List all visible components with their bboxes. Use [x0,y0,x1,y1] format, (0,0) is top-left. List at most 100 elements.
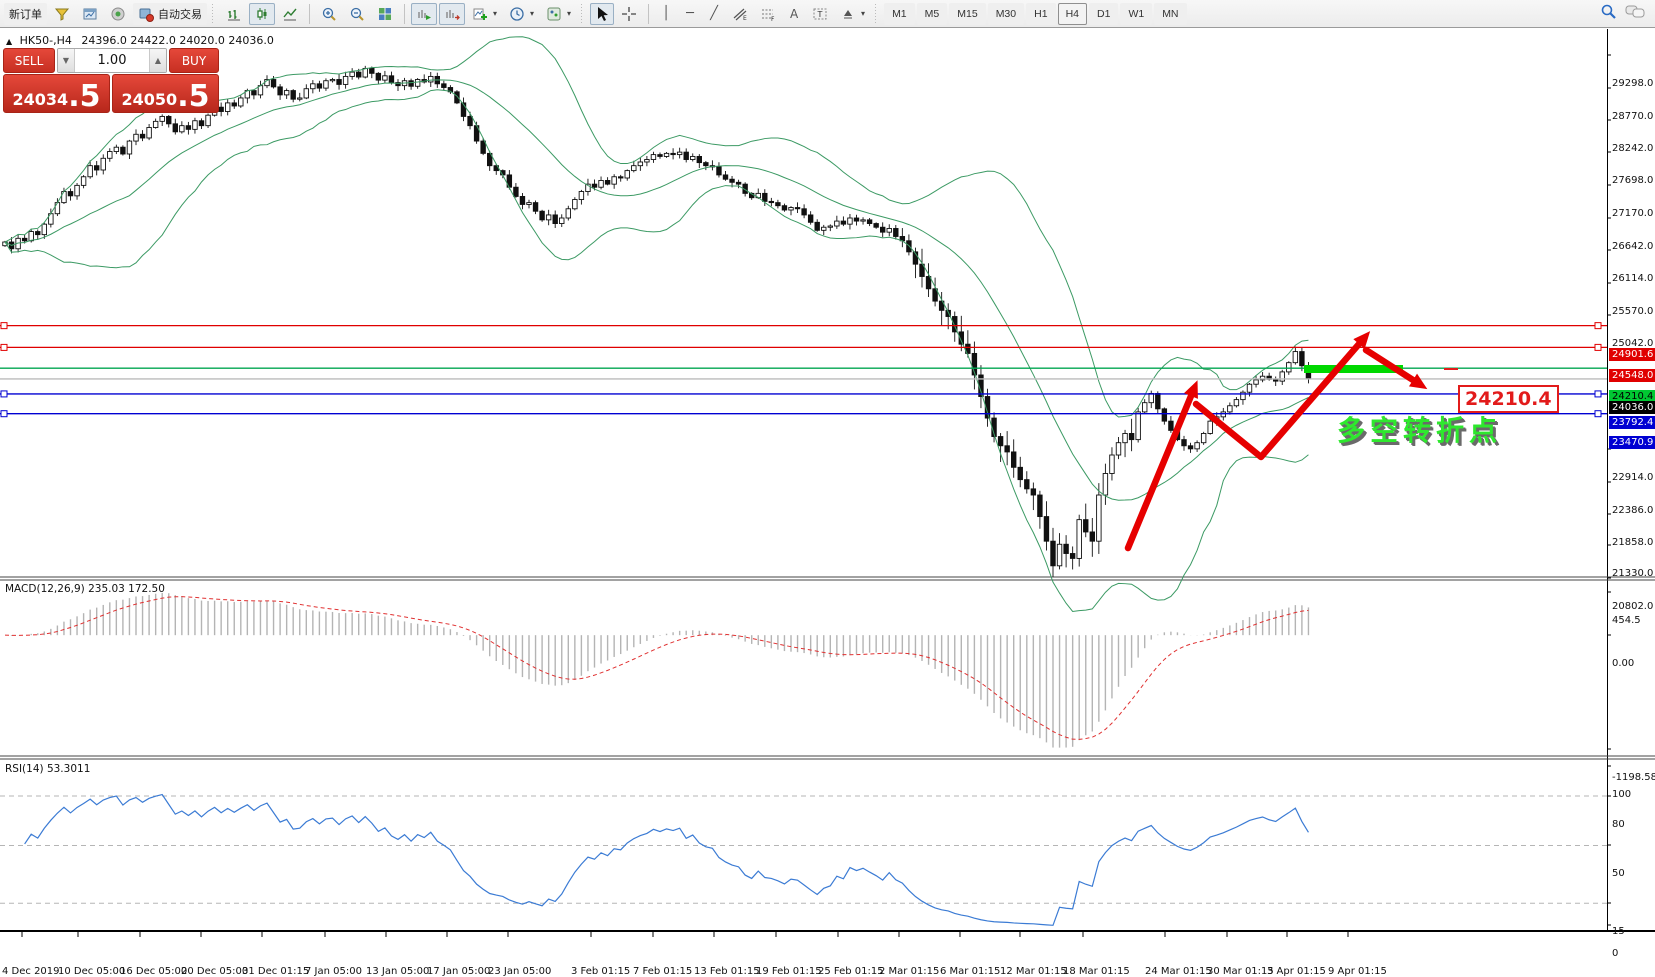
zoom-in-icon[interactable] [316,3,342,25]
indicators-caret-icon: ▾ [493,9,498,18]
trend-arrow-3[interactable] [1362,346,1428,390]
green-support-bar[interactable] [1304,365,1403,373]
indicators-icon[interactable]: ▾ [467,3,502,25]
profile-icon[interactable] [49,3,75,25]
trend-arrow-2[interactable] [1192,331,1371,461]
news-icon[interactable] [105,3,131,25]
toolbar-grip[interactable] [212,3,216,24]
chart-plot-area[interactable] [0,29,1655,950]
price-annotation-box[interactable]: 24210.4 [1458,385,1559,413]
buy-price[interactable]: 24050 .5 [112,74,219,113]
time-tick: 13 Jan 05:00 [366,966,430,977]
line-chart-type-icon[interactable] [277,3,303,25]
timeframe-w1[interactable]: W1 [1120,2,1153,25]
fibonacci-tool-icon[interactable]: F [755,3,781,25]
auto-trading-button[interactable]: 自动交易 [133,2,207,25]
price-tick: 26642.0 [1612,241,1654,252]
rsi-tick: 100 [1612,789,1632,800]
vertical-line-tool-icon[interactable]: │ [662,6,670,21]
crosshair-icon[interactable] [616,3,642,25]
new-order-button[interactable]: 新订单 [4,2,47,25]
time-tick: 6 Mar 01:15 [940,966,1001,977]
macd-label: MACD(12,26,9) 235.03 172.50 [5,583,165,595]
templates-icon[interactable]: ▾ [541,3,576,25]
level-line-23470.9[interactable] [0,410,1607,418]
macd-tick: 0.00 [1612,658,1635,669]
toolbar-grip-3[interactable] [875,3,880,24]
toolbar: 新订单 自动交易 ▾ ▾ [0,0,1655,28]
search-icon[interactable] [1600,3,1617,24]
sell-price[interactable]: 24034 .5 [3,74,110,113]
volume-spinner: ▼ 1.00 ▲ [57,48,167,73]
time-tick: 12 Mar 01:15 [1000,966,1067,977]
rsi-tick: 15 [1612,926,1625,937]
trendline-tool-icon[interactable]: ╱ [710,6,718,21]
timeframe-m5[interactable]: M5 [916,2,948,25]
price-level-label-24210.4: 24210.4 [1609,390,1655,404]
channel-tool-icon[interactable]: E [727,3,753,25]
timeframe-m1[interactable]: M1 [884,2,915,25]
price-tick: 22914.0 [1612,472,1654,483]
toolbar-grip-2[interactable] [581,3,586,24]
rsi-tick: 80 [1612,819,1625,830]
timeframe-m15[interactable]: M15 [949,2,986,25]
time-tick: 3 Apr 01:15 [1267,966,1326,977]
timeframe-m30[interactable]: M30 [987,2,1025,25]
time-tick: 10 Dec 05:00 [58,966,126,977]
price-tick: 22386.0 [1612,505,1654,516]
buy-button[interactable]: BUY [169,48,219,73]
time-tick: 7 Feb 01:15 [633,966,693,977]
auto-scroll-icon[interactable] [411,2,437,25]
time-tick: 3 Feb 01:15 [571,966,631,977]
candles-chart-type-icon[interactable] [249,2,275,25]
time-tick: 17 Jan 05:00 [427,966,491,977]
chart-root: ▲ HK50-,H4 24396.0 24422.0 24020.0 24036… [0,29,1655,977]
text-tool-icon[interactable]: A [789,6,799,21]
arrows-tool-icon[interactable]: ▾ [835,3,870,25]
one-click-trade-panel: SELL ▼ 1.00 ▲ BUY 24034 .5 24050 .5 [3,48,219,113]
time-tick: 19 Feb 01:15 [756,966,822,977]
volume-decrease-button[interactable]: ▼ [58,49,75,72]
time-tick: 2 Mar 01:15 [879,966,940,977]
level-line-24548.0[interactable] [0,343,1607,351]
timeframe-h1[interactable]: H1 [1026,2,1056,25]
auto-trading-label: 自动交易 [158,8,202,21]
time-tick: 30 Mar 01:15 [1207,966,1274,977]
turning-point-annotation[interactable]: 多空转折点 [1337,414,1503,447]
bars-chart-type-icon[interactable] [221,3,247,25]
periods-icon[interactable]: ▾ [504,3,539,25]
timeframe-mn[interactable]: MN [1154,2,1187,25]
price-level-label-24036.0: 24036.0 [1609,400,1655,414]
price-tick: 25570.0 [1612,306,1654,317]
timeframe-group: M1 M5 M15 M30 H1 H4 D1 W1 MN [884,2,1187,25]
price-tick: 27170.0 [1612,208,1654,219]
timeframe-h4[interactable]: H4 [1057,2,1087,25]
rsi-label: RSI(14) 53.3011 [5,763,91,775]
tile-windows-icon[interactable] [372,3,398,25]
time-tick: 24 Mar 01:15 [1145,966,1212,977]
time-tick: 9 Apr 01:15 [1328,966,1387,977]
community-chat-icon[interactable] [1625,4,1645,24]
chart-shift-icon[interactable] [439,2,465,25]
buy-price-fraction: .5 [177,78,210,114]
rsi-tick: 50 [1612,868,1625,879]
zoom-out-icon[interactable] [344,3,370,25]
chart-window-icon[interactable] [77,3,103,25]
svg-text:E: E [743,15,747,22]
price-level-label-23792.4: 23792.4 [1609,415,1655,429]
text-label-tool-icon[interactable]: T [807,3,833,25]
sell-button[interactable]: SELL [3,48,55,73]
level-line-23792.4[interactable] [0,390,1607,398]
price-tick: 21858.0 [1612,537,1654,548]
time-tick: 31 Dec 01:15 [242,966,310,977]
volume-value[interactable]: 1.00 [97,53,127,68]
timeframe-d1[interactable]: D1 [1089,2,1119,25]
level-line-24901.6[interactable] [0,322,1607,330]
cursor-icon[interactable] [590,2,615,25]
templates-caret-icon: ▾ [567,9,572,18]
symbol-name: HK50-,H4 [19,34,72,47]
sell-price-fraction: .5 [68,78,101,114]
horizontal-line-tool-icon[interactable]: ─ [686,6,694,21]
trend-arrow-1[interactable] [1124,380,1198,552]
volume-increase-button[interactable]: ▲ [149,49,166,72]
